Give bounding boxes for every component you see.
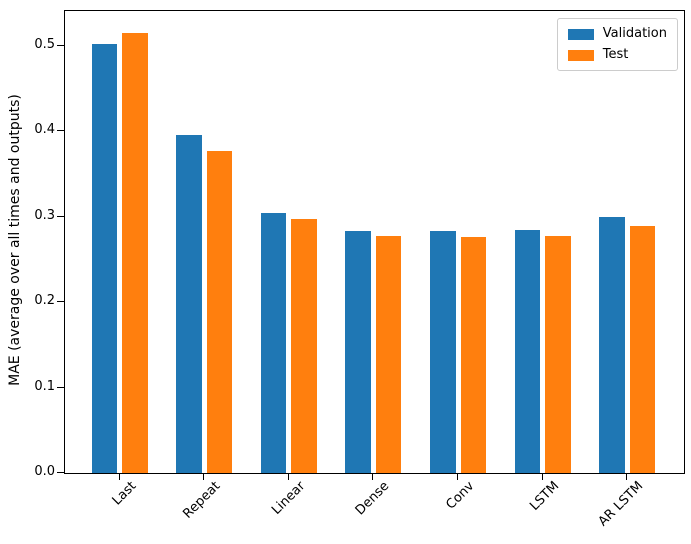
bar-validation-ar-lstm — [599, 217, 625, 473]
bar-test-conv — [460, 237, 487, 473]
y-tick-label: 0.4 — [34, 122, 55, 137]
test-color-swatch — [567, 49, 594, 61]
x-tick-label-conv: Conv — [443, 478, 478, 513]
legend-label-validation: Validation — [602, 26, 667, 41]
bar-test-ar-lstm — [629, 226, 656, 473]
y-tick-label: 0.2 — [34, 293, 55, 308]
y-tick-mark — [57, 301, 64, 302]
x-tick-mark — [119, 473, 120, 480]
x-tick-mark — [626, 473, 627, 480]
validation-color-swatch — [567, 28, 594, 40]
y-tick-mark — [57, 130, 64, 131]
bar-validation-lstm — [514, 230, 541, 473]
bar-validation-repeat — [176, 135, 202, 473]
bar-validation-linear — [260, 213, 287, 473]
y-tick-label: 0.0 — [34, 464, 55, 479]
x-tick-mark — [542, 473, 543, 480]
legend: Validation Test — [556, 18, 678, 71]
x-tick-label-repeat: Repeat — [180, 478, 224, 522]
bar-test-linear — [291, 219, 317, 473]
y-tick-mark — [57, 45, 64, 46]
bar-test-last — [122, 33, 148, 473]
x-tick-label-dense: Dense — [352, 478, 393, 519]
bar-test-lstm — [545, 236, 571, 473]
bar-validation-dense — [345, 231, 371, 473]
legend-row-test: Test — [567, 47, 667, 63]
plot-area — [64, 10, 685, 474]
y-tick-mark — [57, 387, 64, 388]
y-tick-mark — [57, 472, 64, 473]
x-tick-label-lstm: LSTM — [527, 478, 563, 514]
x-tick-mark — [288, 473, 289, 480]
y-tick-mark — [57, 216, 64, 217]
legend-label-test: Test — [602, 47, 629, 62]
bar-test-repeat — [206, 151, 233, 473]
x-tick-mark — [203, 473, 204, 480]
x-tick-mark — [372, 473, 373, 480]
x-tick-label-last: Last — [109, 478, 140, 509]
x-tick-label-linear: Linear — [269, 478, 309, 518]
x-tick-label-ar-lstm: AR LSTM — [595, 478, 647, 530]
y-tick-label: 0.5 — [34, 37, 55, 52]
y-tick-label: 0.1 — [34, 379, 55, 394]
bar-validation-conv — [430, 231, 456, 473]
x-tick-mark — [457, 473, 458, 480]
bar-validation-last — [91, 44, 117, 473]
y-tick-label: 0.3 — [34, 208, 55, 223]
bar-test-dense — [375, 236, 402, 473]
legend-row-validation: Validation — [567, 26, 667, 42]
